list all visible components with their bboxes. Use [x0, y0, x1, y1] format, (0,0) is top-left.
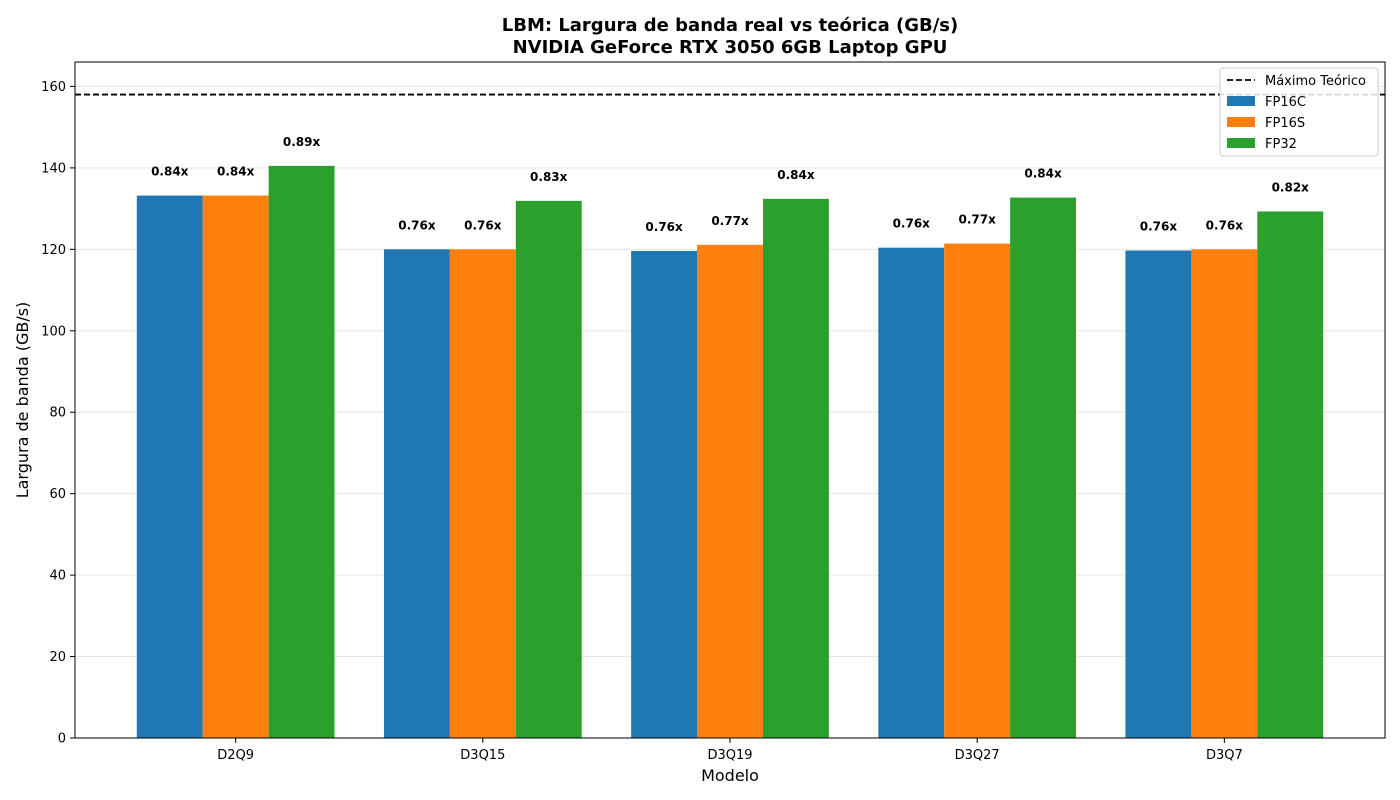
legend-fp32-label: FP32: [1265, 137, 1297, 152]
bar-fp32-d2q9: [268, 165, 335, 738]
bar-fp16c-d3q15: [383, 249, 450, 738]
bar-fp16s-d2q9: [202, 195, 269, 738]
data-label-fp16c-d2q9: 0.84x: [151, 165, 189, 179]
y-tick-label: 20: [49, 650, 66, 665]
y-tick-label: 100: [41, 324, 66, 339]
legend-box: [1219, 67, 1379, 157]
chart-title-line-2: NVIDIA GeForce RTX 3050 6GB Laptop GPU: [513, 37, 948, 58]
bar-fp16c-d3q7: [1125, 250, 1192, 738]
bars: [136, 165, 1324, 739]
data-label-fp16s-d3q15: 0.76x: [464, 218, 502, 232]
y-tick-label: 140: [41, 161, 66, 176]
data-label-fp16c-d3q19: 0.76x: [645, 220, 683, 234]
data-label-fp32-d2q9: 0.89x: [283, 135, 321, 149]
y-tick-label: 160: [41, 80, 66, 95]
x-tick-label-d3q15: D3Q15: [460, 748, 505, 763]
data-label-fp32-d3q27: 0.84x: [1024, 167, 1062, 181]
data-label-fp32-d3q19: 0.84x: [777, 168, 815, 182]
x-axis-label: Modelo: [701, 766, 759, 785]
data-label-fp16s-d2q9: 0.84x: [217, 165, 255, 179]
bar-fp32-d3q7: [1257, 211, 1324, 739]
data-label-fp16s-d3q27: 0.77x: [958, 213, 996, 227]
bar-fp32-d3q27: [1010, 197, 1077, 738]
y-tick-label: 80: [49, 406, 66, 421]
data-label-fp16c-d3q7: 0.76x: [1140, 220, 1178, 234]
bar-fp32-d3q19: [762, 198, 829, 738]
data-label-fp16s-d3q7: 0.76x: [1206, 218, 1244, 232]
y-axis-ticks: 0 20 40 60 80 100 120 140 160: [41, 80, 75, 747]
legend-fp16s-label: FP16S: [1265, 116, 1305, 131]
legend-fp32-swatch: [1227, 138, 1255, 148]
x-tick-label-d3q19: D3Q19: [707, 748, 752, 763]
legend: Máximo Teórico FP16C FP16S FP32: [1219, 67, 1379, 157]
y-axis-label: Largura de banda (GB/s): [13, 302, 32, 499]
y-tick-label: 120: [41, 243, 66, 258]
legend-reference-label: Máximo Teórico: [1265, 74, 1366, 89]
bar-fp16s-d3q19: [697, 244, 763, 739]
bar-fp16c-d2q9: [136, 195, 203, 738]
data-label-fp16s-d3q19: 0.77x: [711, 214, 749, 228]
bar-fp32-d3q15: [515, 200, 582, 739]
x-tick-label-d3q27: D3Q27: [955, 748, 1000, 763]
y-tick-label: 60: [49, 487, 66, 502]
bar-fp16c-d3q27: [878, 247, 945, 738]
y-tick-label: 40: [49, 569, 66, 584]
y-tick-label: 0: [58, 732, 66, 747]
legend-fp16c-label: FP16C: [1265, 95, 1306, 110]
legend-fp16c-swatch: [1227, 96, 1255, 106]
bar-fp16s-d3q27: [944, 243, 1011, 739]
bar-fp16s-d3q7: [1191, 249, 1258, 738]
x-tick-label-d2q9: D2Q9: [217, 748, 254, 763]
chart-title-line-1: LBM: Largura de banda real vs teórica (G…: [502, 15, 958, 36]
data-label-fp32-d3q15: 0.83x: [530, 170, 568, 184]
bar-fp16s-d3q15: [449, 249, 516, 738]
bar-fp16c-d3q19: [631, 250, 698, 738]
data-label-fp16c-d3q15: 0.76x: [398, 218, 436, 232]
x-tick-label-d3q7: D3Q7: [1206, 748, 1243, 763]
data-labels: 0.84x 0.84x 0.89x 0.76x 0.76x 0.83x 0.76x 0.77x…: [151, 135, 1309, 234]
x-axis-ticks: D2Q9 D3Q15 D3Q19 D3Q27 D3Q7: [217, 738, 1243, 763]
data-label-fp32-d3q7: 0.82x: [1272, 180, 1310, 194]
legend-fp16s-swatch: [1227, 117, 1255, 127]
data-label-fp16c-d3q27: 0.76x: [893, 217, 931, 231]
